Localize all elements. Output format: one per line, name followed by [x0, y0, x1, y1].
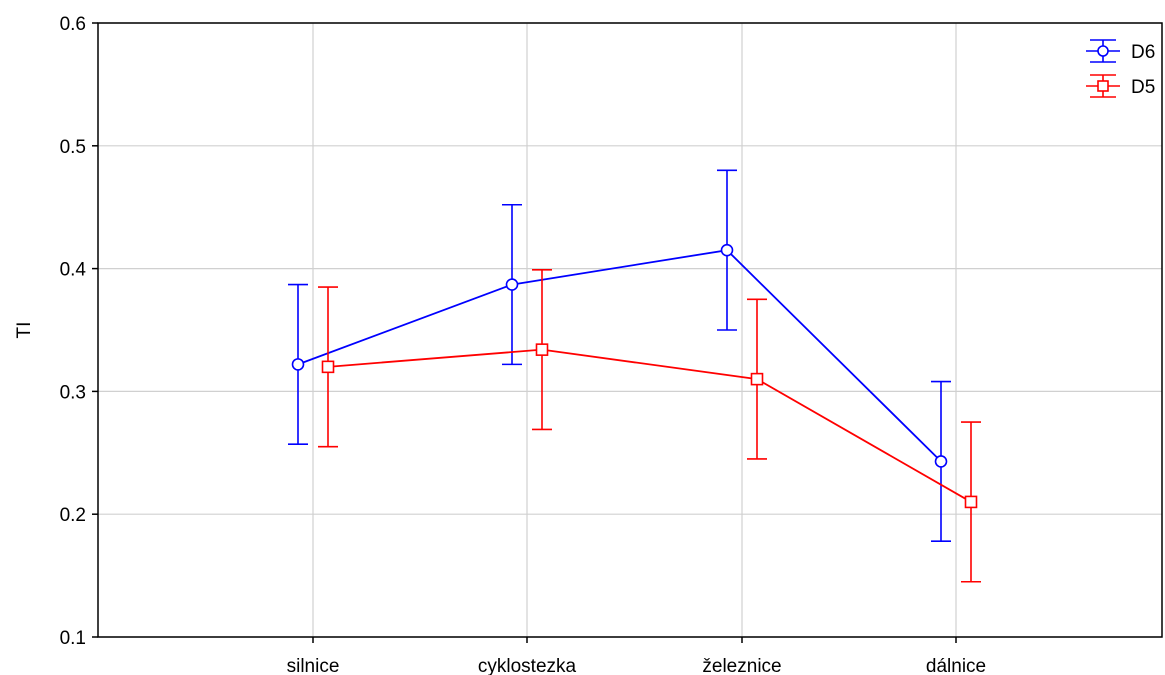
- x-tick-label: železnice: [702, 656, 781, 675]
- data-point: [750, 372, 764, 386]
- legend: D6 D5: [1086, 39, 1155, 98]
- x-tick-label: dálnice: [926, 656, 986, 675]
- series-D5: [318, 269, 981, 583]
- y-tick-label: 0.4: [60, 260, 87, 281]
- y-tick-label: 0.6: [60, 14, 86, 35]
- legend-marker: [1097, 80, 1109, 92]
- series-layer: [288, 169, 981, 583]
- legend-label: D5: [1131, 77, 1155, 98]
- y-tick-label: 0.5: [60, 137, 86, 158]
- data-point: [535, 343, 549, 356]
- data-point: [321, 360, 335, 374]
- data-point: [964, 495, 978, 509]
- y-tick-label: 0.1: [60, 628, 86, 649]
- data-point: [934, 455, 948, 468]
- y-axis-ticks: 0.1 0.2 0.3 0.4 0.5 0.6: [60, 14, 98, 649]
- series-line: [297, 249, 942, 463]
- x-tick-label: cyklostezka: [478, 656, 577, 675]
- x-axis-ticks: silnice cyklostezka železnice dálnice: [287, 637, 986, 675]
- x-tick-label: silnice: [287, 656, 340, 675]
- series-D6: [288, 169, 951, 543]
- y-tick-label: 0.3: [60, 382, 86, 403]
- data-point: [291, 358, 305, 371]
- grid: [98, 22, 1162, 638]
- legend-item-D5: D5: [1086, 74, 1155, 98]
- y-tick-label: 0.2: [60, 505, 86, 526]
- series-line: [327, 348, 972, 503]
- legend-label: D6: [1131, 42, 1155, 63]
- legend-marker: [1097, 45, 1109, 57]
- data-point: [505, 278, 519, 291]
- plot-frame: [97, 22, 1163, 638]
- legend-item-D6: D6: [1086, 39, 1155, 63]
- data-point: [720, 243, 734, 257]
- y-axis-label: TI: [14, 322, 35, 339]
